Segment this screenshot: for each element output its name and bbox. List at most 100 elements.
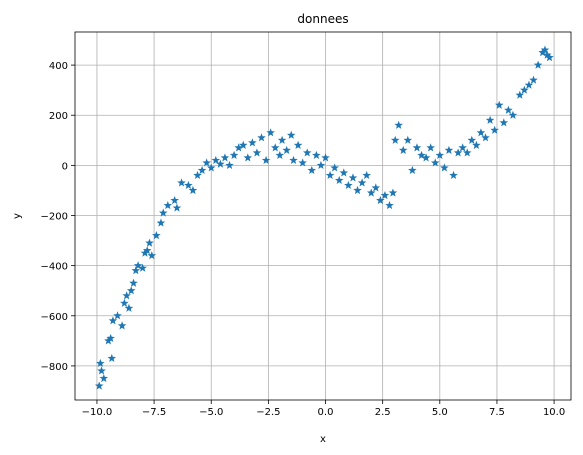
marker <box>94 381 104 390</box>
marker <box>515 90 525 99</box>
marker <box>261 155 271 164</box>
marker <box>485 115 495 124</box>
marker <box>206 163 216 172</box>
marker <box>270 143 280 152</box>
marker <box>312 150 321 159</box>
marker <box>538 48 547 57</box>
marker <box>476 128 486 137</box>
marker <box>113 311 122 320</box>
marker <box>145 238 154 247</box>
marker <box>140 248 150 257</box>
y-tick-label: 400 <box>49 61 68 72</box>
marker <box>353 185 362 195</box>
marker <box>107 353 117 363</box>
marker <box>211 155 221 164</box>
x-tick-label: 2.5 <box>375 407 391 418</box>
marker <box>307 165 317 175</box>
marker <box>390 135 400 144</box>
marker <box>417 150 426 159</box>
marker <box>302 148 312 157</box>
marker <box>152 231 161 240</box>
marker <box>106 333 115 342</box>
marker <box>142 246 152 255</box>
plot-frame <box>74 31 572 401</box>
marker <box>129 278 138 287</box>
x-tick-label: 5.0 <box>432 407 448 418</box>
marker <box>444 145 454 154</box>
marker <box>131 266 141 275</box>
y-tick-label: 0 <box>62 161 68 172</box>
x-tick-label: −7.5 <box>142 407 166 418</box>
marker <box>220 153 230 162</box>
marker <box>490 125 499 134</box>
marker <box>388 188 398 197</box>
marker <box>108 316 118 325</box>
marker <box>403 135 413 144</box>
marker <box>533 60 543 69</box>
marker <box>286 130 296 139</box>
y-tick-label: −400 <box>41 262 68 273</box>
marker <box>238 140 248 149</box>
marker <box>499 118 509 127</box>
marker <box>266 128 275 137</box>
marker <box>435 150 445 159</box>
marker <box>156 218 166 227</box>
marker <box>540 45 550 54</box>
marker <box>440 163 449 172</box>
marker <box>412 143 422 152</box>
marker <box>325 170 335 180</box>
marker <box>398 145 408 154</box>
marker <box>122 291 131 300</box>
marker <box>289 155 298 164</box>
marker <box>362 170 371 180</box>
marker <box>421 153 431 162</box>
x-tick-label: 7.5 <box>489 407 505 418</box>
marker <box>408 165 417 175</box>
marker <box>504 105 513 114</box>
x-tick-label: 0.0 <box>318 407 334 418</box>
marker <box>380 190 390 200</box>
marker <box>334 175 344 185</box>
marker <box>508 110 518 119</box>
marker <box>449 170 458 180</box>
marker <box>229 150 239 159</box>
marker <box>293 140 303 149</box>
marker <box>357 178 367 187</box>
marker <box>99 373 109 383</box>
marker <box>197 165 207 175</box>
marker <box>321 153 330 162</box>
marker <box>298 158 307 167</box>
marker <box>184 180 193 190</box>
marker <box>193 170 202 180</box>
y-tick-label: −800 <box>41 362 68 373</box>
marker <box>524 80 534 89</box>
marker <box>467 135 477 144</box>
marker <box>147 251 157 260</box>
marker <box>282 145 291 154</box>
marker <box>117 321 127 330</box>
marker <box>243 153 253 162</box>
marker <box>138 263 147 272</box>
y-tick-label: −200 <box>41 211 68 222</box>
marker <box>124 303 134 312</box>
marker <box>104 336 113 345</box>
marker <box>163 200 173 210</box>
x-tick-label: 10.0 <box>543 407 565 418</box>
marker <box>170 195 179 205</box>
marker <box>177 178 186 187</box>
chart-title: donnees <box>297 12 348 26</box>
marker <box>462 148 472 157</box>
marker <box>330 163 339 172</box>
y-tick-label: −600 <box>41 312 68 323</box>
x-tick-label: −10.0 <box>82 407 113 418</box>
x-axis-label: x <box>320 434 326 445</box>
marker <box>453 148 463 157</box>
y-tick-label: 200 <box>49 111 68 122</box>
marker <box>248 138 257 147</box>
marker <box>275 150 285 159</box>
marker <box>494 100 504 109</box>
marker <box>257 133 266 142</box>
marker <box>316 160 326 169</box>
marker <box>545 53 554 62</box>
